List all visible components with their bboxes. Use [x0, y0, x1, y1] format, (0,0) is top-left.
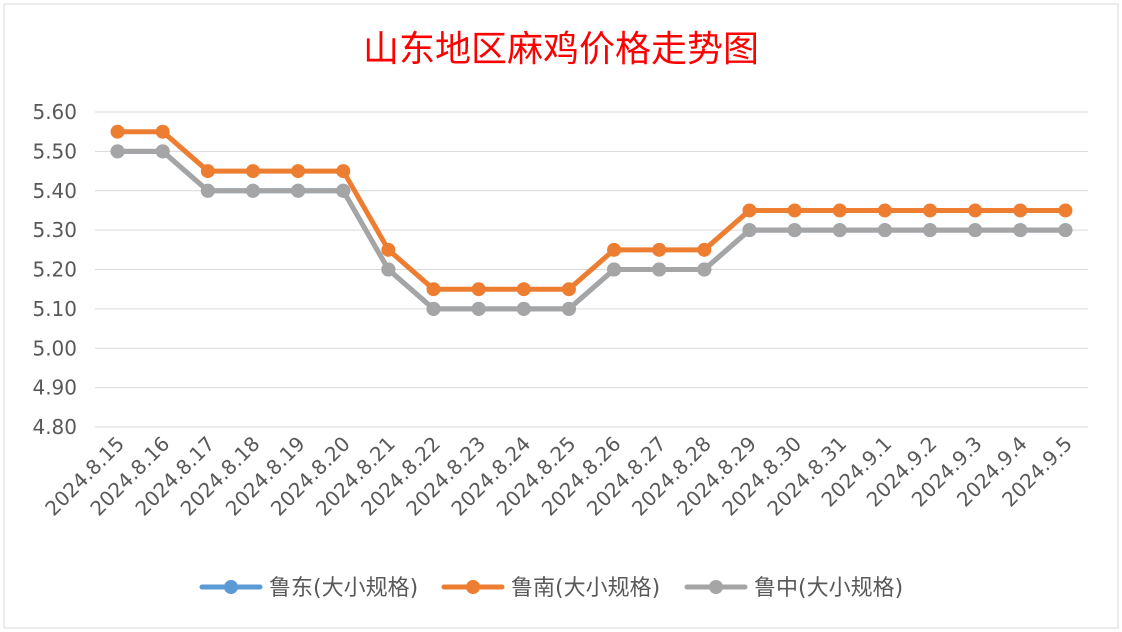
legend-marker — [224, 580, 238, 594]
data-point — [652, 242, 667, 257]
data-point — [200, 164, 215, 179]
legend-item: 鲁南(大小规格) — [441, 576, 660, 601]
y-tick-label: 5.60 — [32, 100, 77, 124]
data-point — [742, 203, 757, 218]
data-point — [1013, 223, 1028, 238]
data-point — [1058, 223, 1073, 238]
data-point — [245, 164, 260, 179]
data-point — [471, 301, 486, 316]
y-tick-label: 5.50 — [32, 139, 77, 163]
data-point — [336, 164, 351, 179]
data-point — [742, 223, 757, 238]
data-point — [652, 262, 667, 277]
legend-item: 鲁中(大小规格) — [684, 576, 903, 601]
legend-marker — [466, 580, 480, 594]
data-point — [923, 203, 938, 218]
legend-label: 鲁南(大小规格) — [511, 576, 660, 601]
y-tick-label: 4.80 — [32, 415, 77, 439]
data-point — [877, 223, 892, 238]
legend-marker — [709, 580, 723, 594]
data-point — [245, 183, 260, 198]
data-point — [697, 242, 712, 257]
y-tick-label: 5.10 — [32, 297, 77, 321]
data-point — [607, 262, 622, 277]
y-tick-label: 5.20 — [32, 258, 77, 282]
data-point — [516, 301, 531, 316]
data-point — [607, 242, 622, 257]
data-point — [426, 301, 441, 316]
data-point — [381, 242, 396, 257]
data-point — [471, 282, 486, 297]
data-point — [832, 203, 847, 218]
data-point — [697, 262, 712, 277]
data-point — [787, 223, 802, 238]
legend-item: 鲁东(大小规格) — [199, 576, 418, 601]
legend: 鲁东(大小规格) 鲁南(大小规格) 鲁中(大小规格) — [199, 576, 903, 601]
chart-title: 山东地区麻鸡价格走势图 — [363, 29, 759, 70]
y-tick-label: 5.00 — [32, 336, 77, 360]
legend-label: 鲁中(大小规格) — [754, 576, 903, 601]
data-point — [110, 144, 125, 159]
data-point — [968, 203, 983, 218]
y-axis-ticks: 4.80 4.90 5.00 5.10 5.20 5.30 5.40 5.50 5.60 — [32, 100, 77, 439]
data-point — [877, 203, 892, 218]
data-point — [1013, 203, 1028, 218]
data-point — [426, 282, 441, 297]
legend-label: 鲁东(大小规格) — [269, 576, 418, 601]
data-point — [787, 203, 802, 218]
chart-border — [3, 3, 1119, 629]
data-point — [832, 223, 847, 238]
data-point — [155, 124, 170, 139]
data-point — [291, 164, 306, 179]
data-point — [1058, 203, 1073, 218]
data-point — [291, 183, 306, 198]
data-point — [561, 301, 576, 316]
y-tick-label: 5.30 — [32, 218, 77, 242]
data-point — [381, 262, 396, 277]
data-point — [110, 124, 125, 139]
series-1 — [110, 124, 1073, 297]
data-point — [968, 223, 983, 238]
data-point — [336, 183, 351, 198]
series-lines — [110, 124, 1073, 316]
series-line — [115, 129, 1068, 292]
data-point — [561, 282, 576, 297]
y-tick-label: 5.40 — [32, 179, 77, 203]
series-2 — [110, 144, 1073, 316]
y-tick-label: 4.90 — [32, 376, 77, 400]
data-point — [923, 223, 938, 238]
data-point — [516, 282, 531, 297]
data-point — [155, 144, 170, 159]
series-line — [115, 148, 1068, 312]
data-point — [200, 183, 215, 198]
